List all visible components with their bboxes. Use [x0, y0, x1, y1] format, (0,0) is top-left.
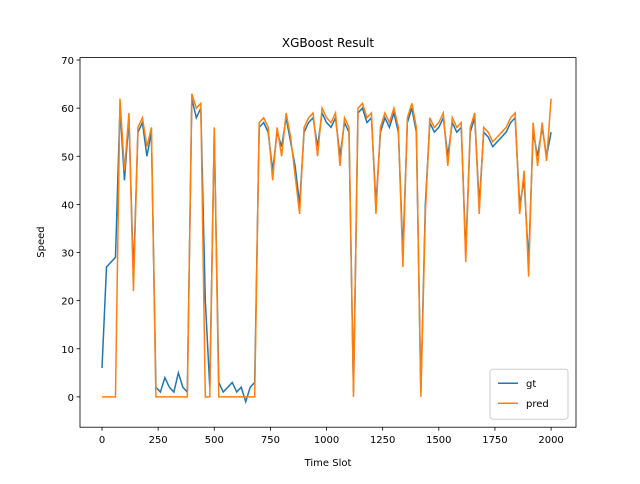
- y-tick-label: 70: [61, 56, 74, 67]
- x-tick-label: 1500: [426, 435, 451, 446]
- legend-box: [489, 368, 569, 420]
- series-line: [102, 93, 552, 398]
- x-tick-label: 2000: [538, 435, 563, 446]
- legend-label: pred: [526, 399, 549, 410]
- y-axis-label: Speed: [36, 226, 47, 257]
- x-tick-label: 750: [261, 435, 280, 446]
- x-tick-label: 250: [149, 435, 168, 446]
- y-tick-label: 20: [61, 297, 74, 308]
- plot-frame: [79, 57, 577, 428]
- legend-label: gt: [526, 379, 536, 390]
- x-tick-label: 1000: [314, 435, 339, 446]
- x-tick-label: 1250: [370, 435, 395, 446]
- y-tick-label: 10: [61, 345, 74, 356]
- y-tick-label: 60: [61, 104, 74, 115]
- y-tick-label: 30: [61, 249, 74, 260]
- y-tick-label: 50: [61, 152, 74, 163]
- x-axis-label: Time Slot: [304, 458, 352, 469]
- x-tick-label: 1750: [482, 435, 507, 446]
- chart-title: XGBoost Result: [282, 36, 375, 50]
- x-tick-label: 500: [205, 435, 224, 446]
- x-tick-label: 0: [99, 435, 105, 446]
- y-tick-label: 40: [61, 200, 74, 211]
- y-tick-label: 0: [68, 393, 74, 404]
